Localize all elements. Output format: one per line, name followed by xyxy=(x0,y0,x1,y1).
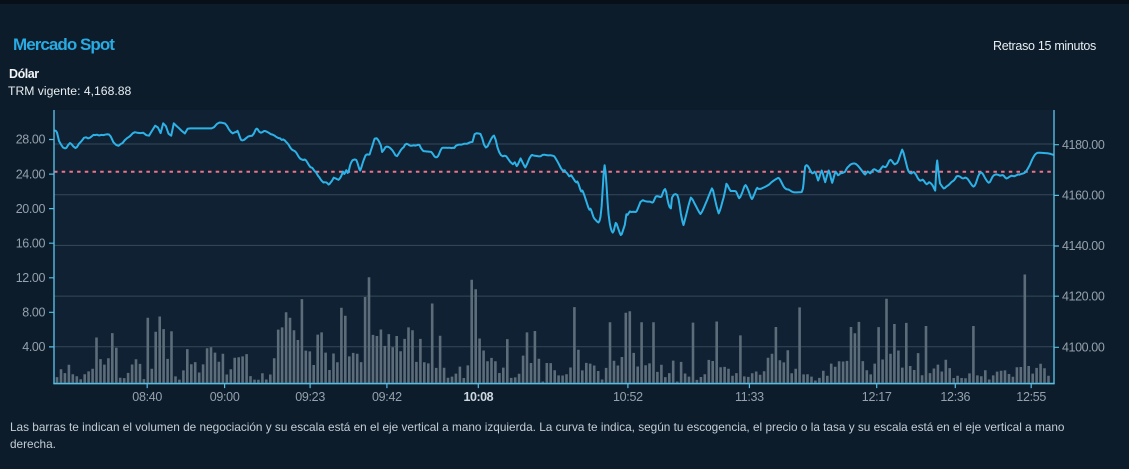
svg-text:11:33: 11:33 xyxy=(735,390,764,404)
svg-text:08:40: 08:40 xyxy=(132,390,162,404)
svg-text:12.00: 12.00 xyxy=(16,271,46,285)
svg-text:4120.00: 4120.00 xyxy=(1062,289,1105,303)
svg-text:09:00: 09:00 xyxy=(210,390,240,404)
svg-text:09:42: 09:42 xyxy=(372,390,402,404)
svg-text:10:08: 10:08 xyxy=(464,390,494,404)
svg-text:4140.00: 4140.00 xyxy=(1062,239,1105,253)
svg-text:16.00: 16.00 xyxy=(16,236,46,250)
svg-text:24.00: 24.00 xyxy=(16,167,46,181)
svg-text:8.00: 8.00 xyxy=(22,306,45,320)
svg-text:12:55: 12:55 xyxy=(1016,390,1046,404)
svg-text:12:17: 12:17 xyxy=(862,390,892,404)
svg-text:20.00: 20.00 xyxy=(16,202,46,216)
svg-text:4.00: 4.00 xyxy=(22,340,45,354)
svg-text:4160.00: 4160.00 xyxy=(1062,189,1105,203)
svg-text:4100.00: 4100.00 xyxy=(1062,341,1105,355)
svg-text:4180.00: 4180.00 xyxy=(1062,138,1105,152)
svg-text:12:36: 12:36 xyxy=(940,390,970,404)
svg-text:09:23: 09:23 xyxy=(295,390,325,404)
svg-text:10:52: 10:52 xyxy=(613,390,643,404)
svg-text:28.00: 28.00 xyxy=(16,133,46,147)
